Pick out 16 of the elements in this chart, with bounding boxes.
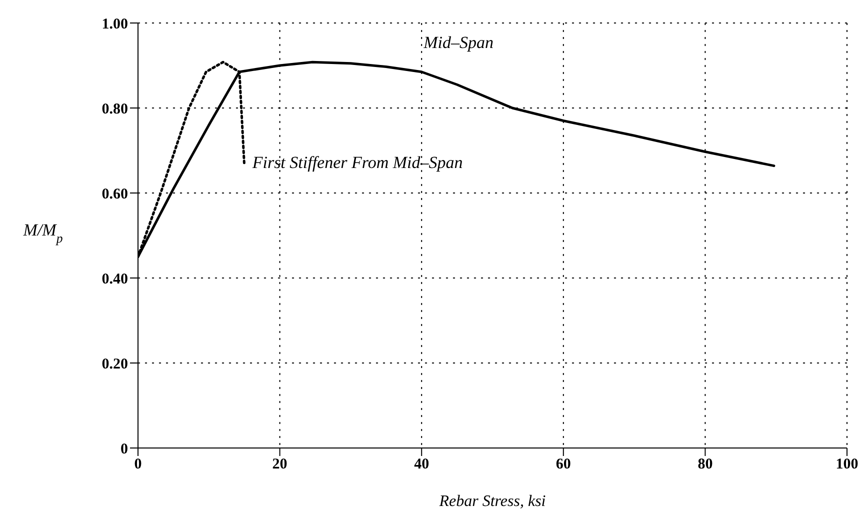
y-tick-label: 0	[120, 441, 128, 458]
x-tick-label: 40	[414, 456, 430, 473]
x-tick-label: 80	[698, 456, 713, 473]
y-tick-label: 0.80	[102, 101, 128, 118]
y-tick-label: 1.00	[102, 16, 128, 32]
y-axis-title: M/M$_{p}$	[22, 220, 63, 246]
x-axis-title: Rebar Stress, ksi	[438, 493, 546, 510]
x-tick-label: 100	[836, 456, 858, 473]
y-tick-label: 0.40	[102, 271, 128, 288]
x-tick-label: 20	[272, 456, 288, 473]
series-label: Mid–Span	[422, 32, 494, 52]
y-tick-label: 0.60	[102, 186, 128, 202]
x-tick-label: 0	[134, 456, 142, 473]
series-label: First Stiffener From Mid–Span	[251, 152, 463, 172]
x-tick-label: 60	[556, 456, 571, 473]
y-tick-label: 0.20	[102, 356, 128, 372]
